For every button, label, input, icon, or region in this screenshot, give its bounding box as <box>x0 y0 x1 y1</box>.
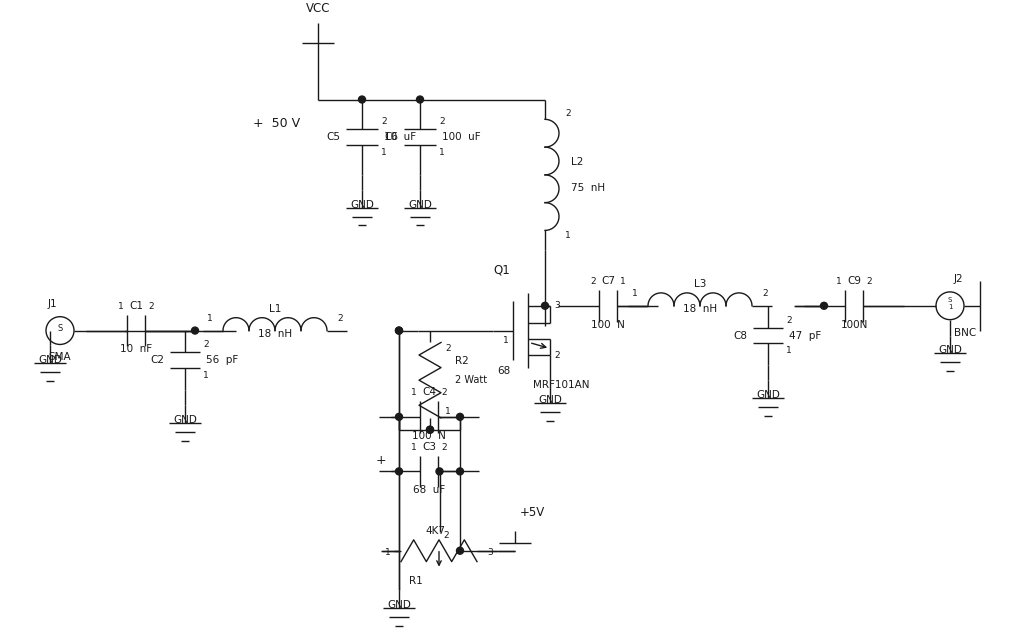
Text: 1: 1 <box>439 148 444 157</box>
Text: MRF101AN: MRF101AN <box>534 380 590 390</box>
Text: C2: C2 <box>150 355 164 366</box>
Circle shape <box>427 426 433 433</box>
Circle shape <box>395 327 402 334</box>
Circle shape <box>395 327 402 334</box>
Text: 2 Watt: 2 Watt <box>455 375 487 385</box>
Text: 2: 2 <box>866 277 871 286</box>
Text: C6: C6 <box>384 132 398 142</box>
Text: GND: GND <box>387 600 411 610</box>
Text: 1: 1 <box>837 277 842 286</box>
Text: 10  nF: 10 nF <box>120 345 152 354</box>
Text: 1: 1 <box>445 407 451 416</box>
Text: J1: J1 <box>48 299 57 309</box>
Text: GND: GND <box>173 415 197 425</box>
Text: L1: L1 <box>269 304 282 314</box>
Text: 1: 1 <box>786 347 792 355</box>
Circle shape <box>395 468 402 475</box>
Circle shape <box>820 303 827 309</box>
Text: C3: C3 <box>422 441 436 452</box>
Text: 100N: 100N <box>841 320 867 329</box>
Text: GND: GND <box>38 355 61 366</box>
Text: 56  pF: 56 pF <box>206 355 239 366</box>
Circle shape <box>358 96 366 103</box>
Text: C4: C4 <box>422 387 436 397</box>
Text: 2: 2 <box>381 117 387 126</box>
Text: C9: C9 <box>847 276 861 286</box>
Text: 3: 3 <box>487 548 493 557</box>
Circle shape <box>457 547 464 554</box>
Circle shape <box>457 468 464 475</box>
Text: 18  nH: 18 nH <box>683 304 717 313</box>
Text: 1: 1 <box>503 336 509 345</box>
Text: 1: 1 <box>385 548 391 557</box>
Text: +5V: +5V <box>520 506 545 519</box>
Text: Q1: Q1 <box>493 263 510 276</box>
Text: GND: GND <box>756 390 780 400</box>
Text: R1: R1 <box>410 575 423 585</box>
Text: 75  nH: 75 nH <box>571 183 605 193</box>
Circle shape <box>191 327 199 334</box>
Text: J2: J2 <box>954 274 964 284</box>
Circle shape <box>427 426 433 433</box>
Text: C7: C7 <box>601 276 615 286</box>
Text: 4K7: 4K7 <box>425 526 445 536</box>
Text: 3: 3 <box>554 301 560 310</box>
Text: 2: 2 <box>554 351 560 360</box>
Text: S
1: S 1 <box>948 297 952 310</box>
Text: GND: GND <box>538 395 562 405</box>
Text: R2: R2 <box>455 356 469 366</box>
Text: 1: 1 <box>412 388 417 397</box>
Text: L2: L2 <box>571 157 584 167</box>
Text: 18  nH: 18 nH <box>258 329 292 338</box>
Text: GND: GND <box>938 345 962 355</box>
Text: 1: 1 <box>565 231 570 240</box>
Text: 10  uF: 10 uF <box>384 132 416 142</box>
Text: GND: GND <box>350 199 374 210</box>
Text: 68  uF: 68 uF <box>413 485 445 495</box>
Circle shape <box>417 96 424 103</box>
Text: 1: 1 <box>118 302 124 311</box>
Text: +  50 V: + 50 V <box>253 117 300 131</box>
Text: 1: 1 <box>632 289 638 298</box>
Text: 1: 1 <box>620 277 626 286</box>
Text: VCC: VCC <box>306 2 331 15</box>
Text: C5: C5 <box>326 132 340 142</box>
Text: 2: 2 <box>445 345 451 354</box>
Text: 2: 2 <box>203 340 209 350</box>
Text: 1: 1 <box>203 371 209 380</box>
Text: L3: L3 <box>694 279 707 289</box>
Text: 2: 2 <box>763 289 768 298</box>
Circle shape <box>542 303 549 309</box>
Circle shape <box>436 468 443 475</box>
Text: 2: 2 <box>441 443 446 452</box>
Text: 2: 2 <box>443 531 449 540</box>
Circle shape <box>395 413 402 420</box>
Text: 100  N: 100 N <box>412 431 445 441</box>
Text: 1: 1 <box>207 313 213 322</box>
Text: 2: 2 <box>441 388 446 397</box>
Text: 68: 68 <box>497 366 510 376</box>
Text: 100  uF: 100 uF <box>442 132 480 142</box>
Text: 100  N: 100 N <box>591 320 625 329</box>
Text: 1: 1 <box>412 443 417 452</box>
Text: +: + <box>376 454 386 468</box>
Text: 2: 2 <box>591 277 596 286</box>
Text: C8: C8 <box>733 331 746 341</box>
Text: 1: 1 <box>381 148 387 157</box>
Circle shape <box>457 413 464 420</box>
Text: SMA: SMA <box>49 352 72 362</box>
Text: 2: 2 <box>148 302 154 311</box>
Text: 2: 2 <box>786 315 792 325</box>
Text: S: S <box>57 324 62 333</box>
Text: GND: GND <box>408 199 432 210</box>
Text: 2: 2 <box>439 117 444 126</box>
Text: BNC: BNC <box>954 327 976 338</box>
Text: C1: C1 <box>129 301 143 311</box>
Text: 47  pF: 47 pF <box>790 331 821 341</box>
Text: 2: 2 <box>565 110 570 118</box>
Text: 2: 2 <box>337 313 343 322</box>
